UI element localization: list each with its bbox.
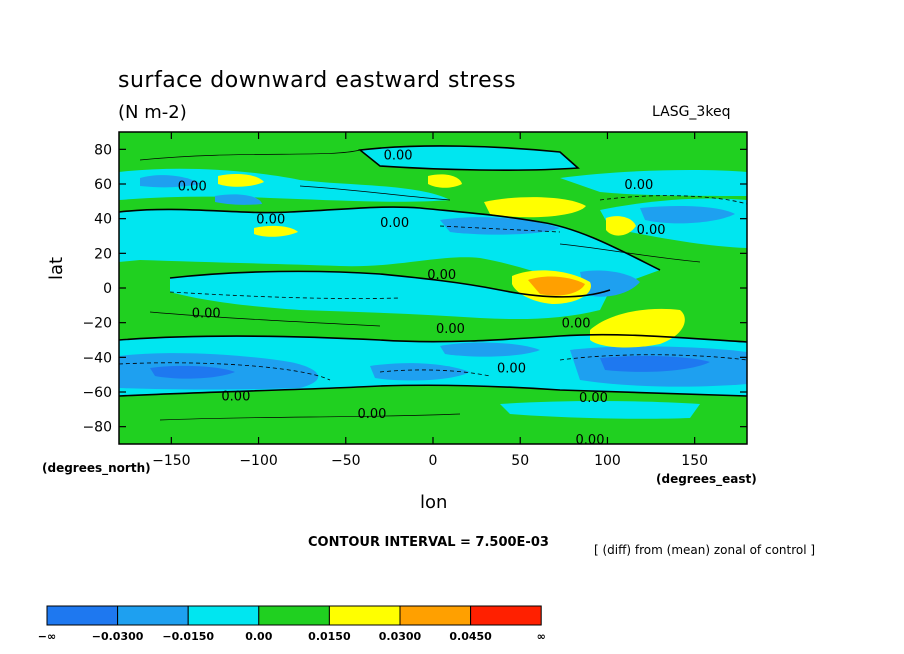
colorbar-swatch bbox=[328, 605, 401, 626]
negative-region bbox=[360, 145, 578, 171]
strongest-negative-region bbox=[600, 355, 710, 372]
plot-description: [ (diff) from (mean) zonal of control ] bbox=[594, 543, 816, 557]
contour-label: 0.00 bbox=[192, 306, 221, 321]
colorbar-label: 0.0300 bbox=[379, 630, 422, 643]
colorbar-swatch bbox=[258, 605, 330, 626]
strong-negative-region bbox=[640, 206, 735, 224]
contour-label: 0.00 bbox=[576, 433, 605, 448]
strong-negative-region bbox=[440, 342, 540, 357]
colorbar-label: −0.0300 bbox=[92, 630, 144, 643]
y-tick-label: −20 bbox=[82, 316, 112, 332]
x-tick-label: 0 bbox=[429, 453, 438, 469]
positive-contour bbox=[149, 311, 381, 327]
y-tick-label: −80 bbox=[82, 420, 112, 436]
contour-label: 0.00 bbox=[427, 268, 456, 283]
contour-label: 0.00 bbox=[221, 389, 250, 404]
contour-label: 0.00 bbox=[357, 407, 386, 422]
strong-negative-region bbox=[580, 270, 640, 297]
contour-label: 0.00 bbox=[380, 216, 409, 231]
y-tick-label: −60 bbox=[82, 385, 112, 401]
colorbar-swatch bbox=[187, 605, 260, 626]
y-tick-label: 60 bbox=[94, 177, 112, 193]
negative-region bbox=[170, 271, 610, 320]
contour-label: 0.00 bbox=[562, 317, 591, 332]
contour-labels: 0.00 0.00 0.00 0.00 0.00 0.00 0.00 0.00 0.00 0.00… bbox=[178, 149, 666, 448]
y-tick-label: 20 bbox=[94, 246, 112, 262]
contour-lines bbox=[119, 145, 747, 421]
x-tick-label: 150 bbox=[681, 453, 708, 469]
model-label: LASG_3keq bbox=[652, 104, 731, 120]
contour-label: 0.00 bbox=[579, 391, 608, 406]
negative-region bbox=[560, 170, 747, 196]
contour-label: 0.00 bbox=[256, 213, 285, 228]
negative-region bbox=[500, 401, 700, 419]
positive-region bbox=[606, 216, 636, 236]
negative-region bbox=[119, 168, 450, 202]
positive-contour bbox=[559, 243, 701, 263]
zero-contour bbox=[169, 270, 611, 298]
chart-units: (N m-2) bbox=[118, 102, 187, 123]
colorbar-label: −0.0150 bbox=[162, 630, 214, 643]
negative-contour bbox=[559, 354, 747, 361]
y-tick-label: 0 bbox=[103, 281, 112, 297]
colorbar-label: 0.0450 bbox=[449, 630, 492, 643]
positive-contour bbox=[139, 149, 361, 161]
positive-region bbox=[428, 174, 462, 188]
strong-negative-region bbox=[215, 194, 262, 205]
strong-negative-region bbox=[440, 217, 560, 235]
positive-region bbox=[484, 197, 586, 218]
strong-negative-region bbox=[140, 175, 200, 188]
x-tick-label: −150 bbox=[152, 453, 190, 469]
x-tick-label: −50 bbox=[331, 453, 361, 469]
y-axis-units: (degrees_north) bbox=[42, 461, 151, 475]
chart-title: surface downward eastward stress bbox=[118, 68, 517, 93]
y-tick-label: 40 bbox=[94, 212, 112, 228]
contour-interval: CONTOUR INTERVAL = 7.500E-03 bbox=[308, 535, 549, 550]
contour-label: 0.00 bbox=[497, 362, 526, 377]
y-tick-label: 80 bbox=[94, 142, 112, 158]
zero-contour bbox=[119, 206, 661, 271]
colorbar-label: ∞ bbox=[537, 630, 546, 643]
positive-contour bbox=[159, 413, 461, 421]
colorbar-label: 0.00 bbox=[245, 630, 272, 643]
contour-label: 0.00 bbox=[637, 223, 666, 238]
x-tick-label: 100 bbox=[594, 453, 621, 469]
axis-ticks: −150 −100 −50 0 50 100 150 80 60 40 20 0 −20 −40 −60 −8… bbox=[82, 132, 747, 469]
negative-contour bbox=[379, 369, 491, 377]
zero-contour bbox=[358, 145, 580, 171]
colorbar-label: −∞ bbox=[38, 630, 56, 643]
contour-label: 0.00 bbox=[178, 180, 207, 195]
zero-contour bbox=[119, 384, 747, 397]
plot-area bbox=[119, 132, 747, 444]
colorbar-swatch bbox=[470, 605, 542, 626]
negative-contour bbox=[439, 225, 561, 233]
y-tick-label: −40 bbox=[82, 350, 112, 366]
colorbar-swatch bbox=[399, 605, 472, 626]
contour-label: 0.00 bbox=[436, 322, 465, 337]
colorbar: −∞ −0.0300 −0.0150 0.00 0.0150 0.0300 0.0450 ∞ bbox=[38, 605, 546, 643]
x-tick-label: 50 bbox=[511, 453, 529, 469]
colorbar-swatch bbox=[117, 605, 189, 626]
positive-region bbox=[590, 308, 685, 348]
colorbar-label: 0.0150 bbox=[308, 630, 351, 643]
strong-positive-region bbox=[528, 276, 585, 296]
positive-region bbox=[254, 225, 298, 237]
contour-label: 0.00 bbox=[384, 149, 413, 164]
colorbar-swatch bbox=[46, 605, 119, 626]
x-axis-label: lon bbox=[420, 492, 448, 513]
positive-contour bbox=[299, 185, 451, 201]
strongest-negative-region bbox=[150, 365, 235, 379]
strong-negative-region bbox=[370, 363, 470, 381]
negative-contour bbox=[119, 362, 331, 381]
negative-contour bbox=[599, 195, 747, 205]
contour-label: 0.00 bbox=[624, 178, 653, 193]
x-tick-label: −100 bbox=[239, 453, 277, 469]
x-axis-units: (degrees_east) bbox=[656, 472, 757, 486]
positive-region bbox=[218, 174, 264, 187]
zero-contour bbox=[119, 333, 747, 343]
